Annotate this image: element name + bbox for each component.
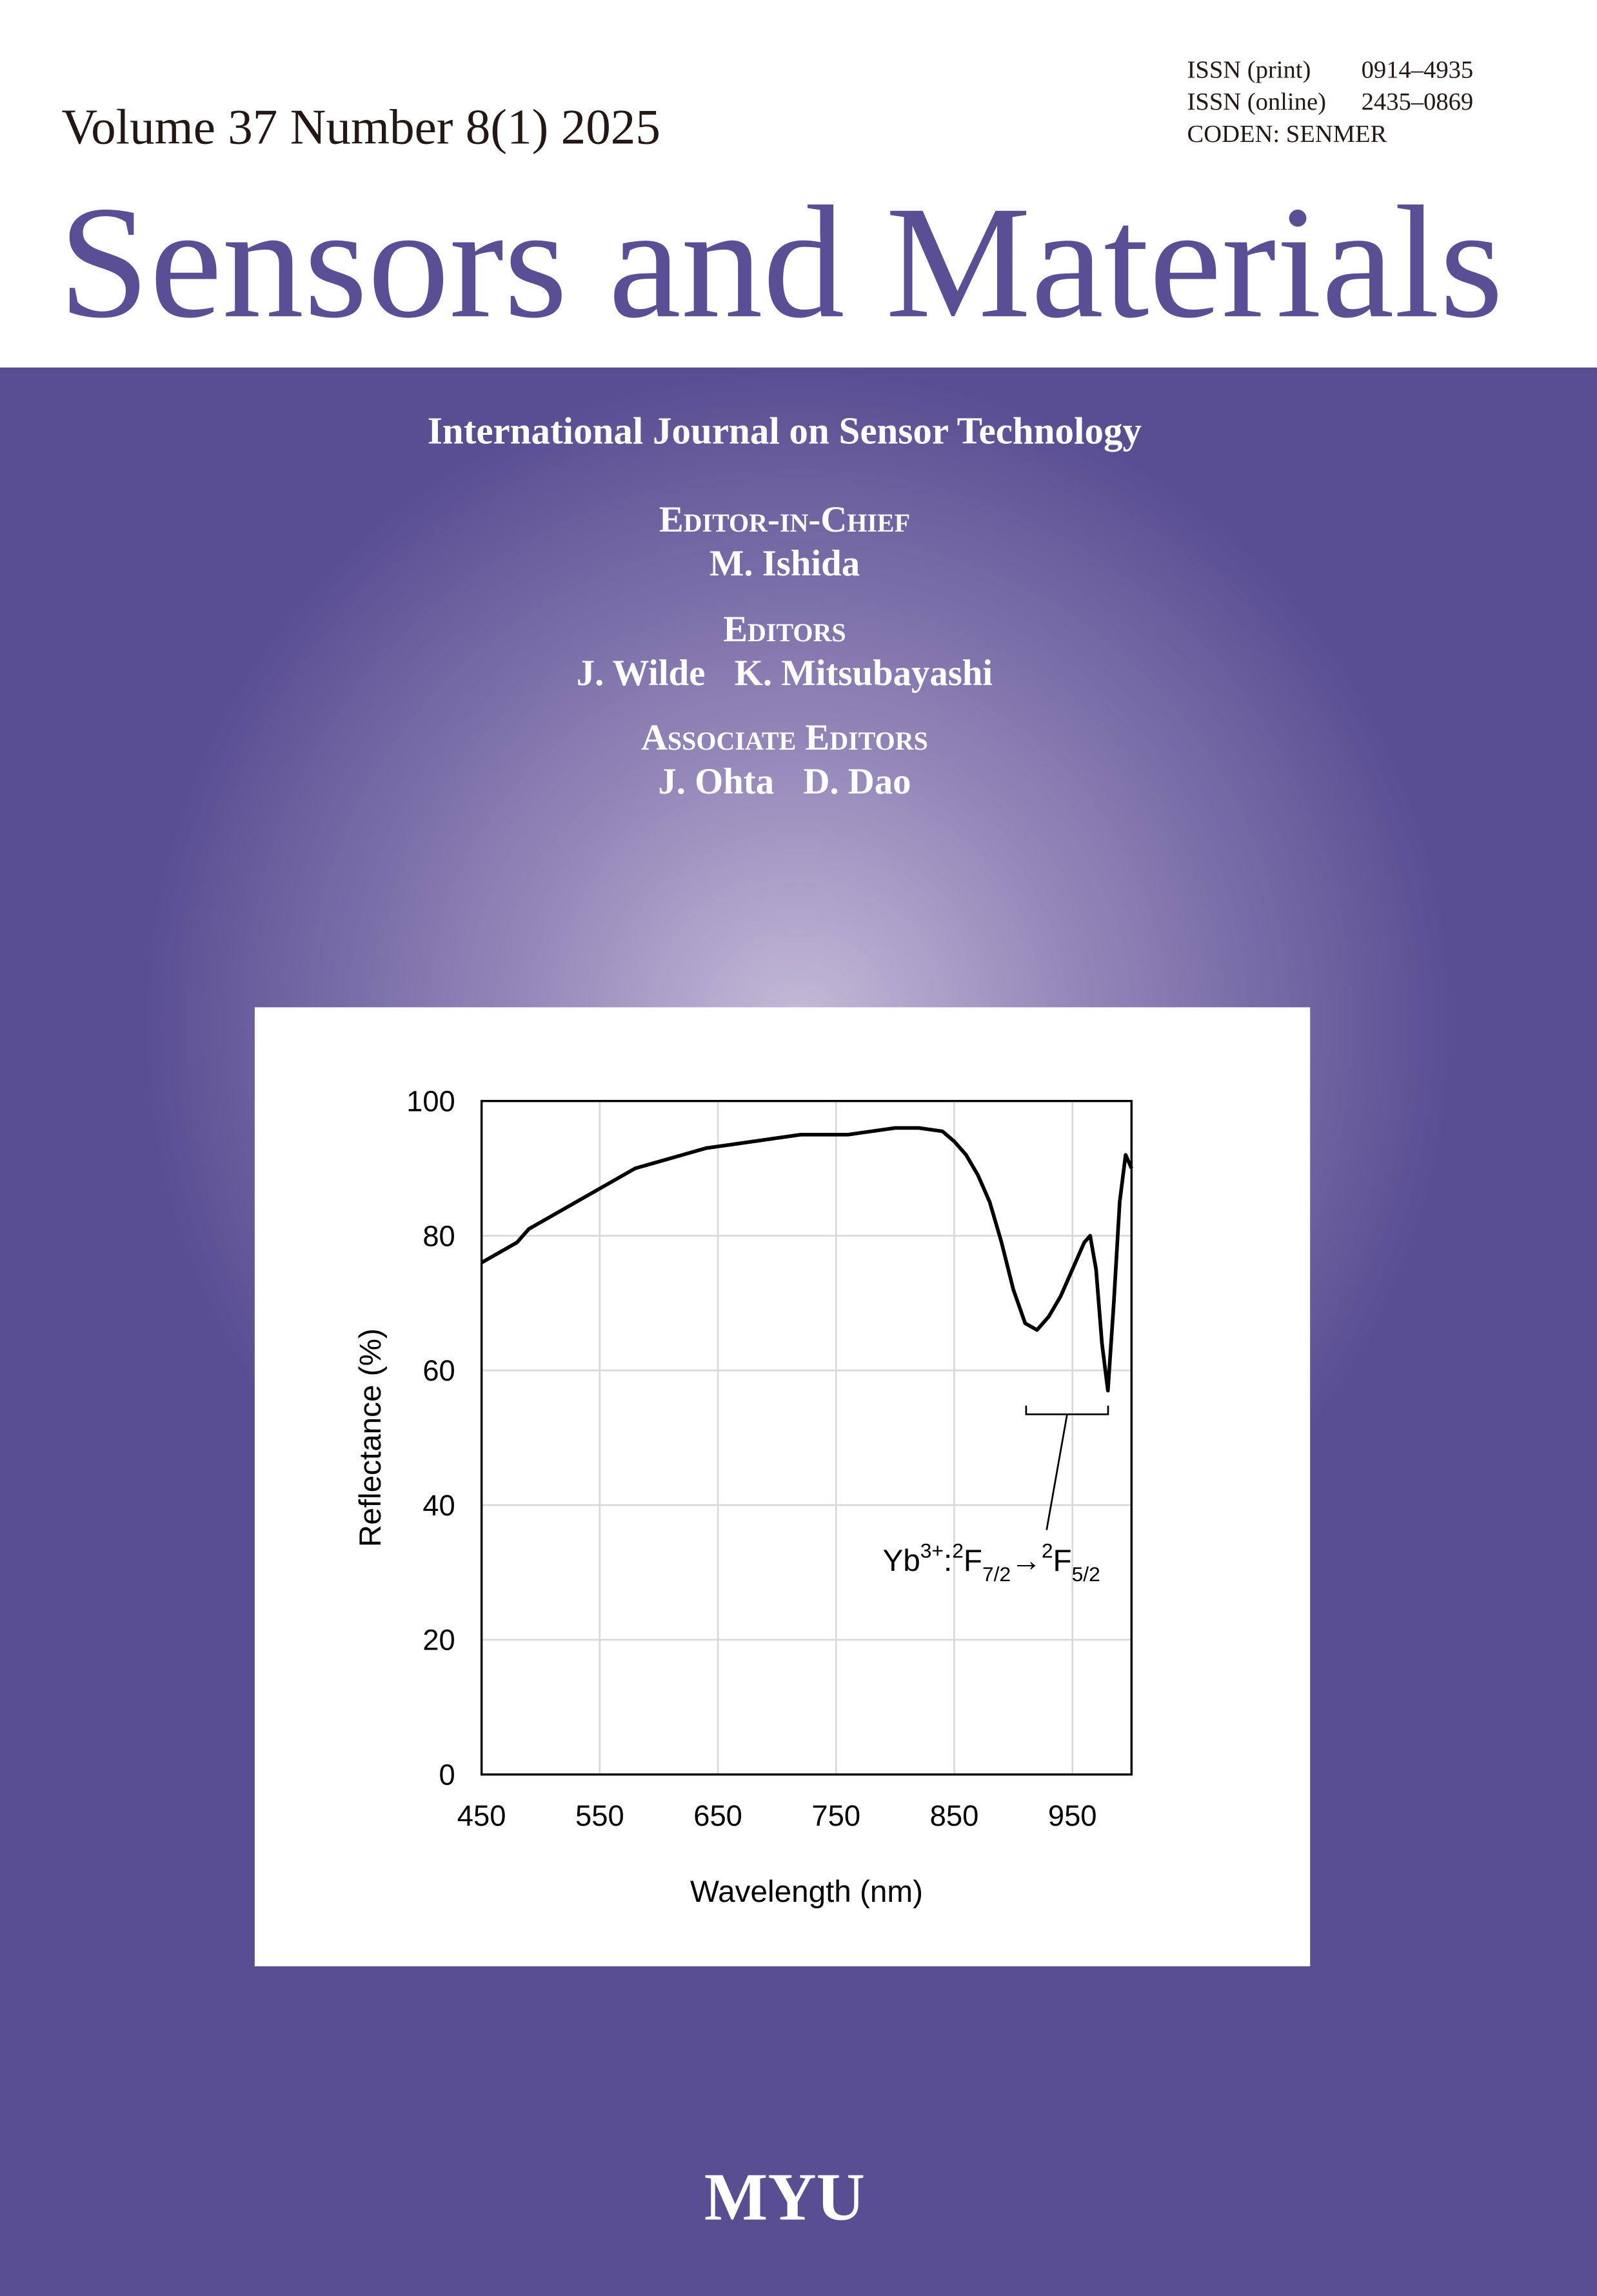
x-tick-label: 450 [457, 1799, 506, 1832]
annotation-part: F [1053, 1544, 1072, 1578]
y-tick-label: 100 [406, 1085, 455, 1118]
chart-panel [254, 1007, 1311, 1966]
annotation-part: 2 [952, 1539, 964, 1562]
board-names: J. Ohta D. Dao [658, 761, 911, 802]
annotation-bracket [1025, 1405, 1109, 1530]
annotation-part: Yb [882, 1544, 920, 1578]
y-tick-label: 60 [422, 1354, 455, 1387]
board-name: K. Mitsubayashi [735, 653, 993, 694]
annotation-part: 5/2 [1072, 1562, 1100, 1586]
annotation-part: 7/2 [982, 1562, 1011, 1586]
data-line [481, 1126, 1133, 1393]
annotation: Yb3+:2F7/2→2F5/2 [882, 1539, 1100, 1586]
x-tick-label: 550 [575, 1799, 624, 1832]
volume: Volume 37 Number 8(1) 2025 [61, 99, 660, 154]
annotation-part: 2 [1042, 1539, 1053, 1562]
annotation-part: 3+ [920, 1539, 944, 1562]
y-tick-label: 40 [422, 1489, 455, 1522]
y-tick-label: 20 [422, 1624, 455, 1657]
identifier-label: ISSN (print) [1187, 56, 1311, 83]
subtitle: International Journal on Sensor Technolo… [428, 410, 1142, 452]
header-band [0, 0, 1597, 368]
board-names: M. Ishida [709, 543, 860, 584]
x-axis-title: Wavelength (nm) [690, 1875, 923, 1909]
chart: 0 20 40 60 80 100 450 550 650 750 850 950 Wavelength… [353, 1085, 1133, 1909]
board-names: J. Wilde K. Mitsubayashi [577, 653, 993, 694]
annotation-part: : [944, 1544, 952, 1578]
board-name: J. Ohta [658, 761, 774, 802]
x-tick-label: 950 [1048, 1799, 1097, 1832]
board-name: M. Ishida [709, 543, 860, 584]
identifier-label: CODEN: SENMER [1187, 121, 1387, 148]
y-tick-label: 0 [439, 1758, 455, 1791]
board-name: J. Wilde [577, 653, 706, 694]
x-tick-label: 650 [693, 1799, 742, 1832]
board-role: Editor-in-Chief [659, 499, 910, 540]
board-role: Editors [723, 609, 846, 650]
y-axis-title: Reflectance (%) [353, 1328, 388, 1547]
y-tick-label: 80 [422, 1219, 455, 1252]
identifier-value: 0914–4935 [1362, 56, 1474, 83]
identifier-value: 2435–0869 [1362, 88, 1474, 115]
journal-title: Sensors and Materials [59, 173, 1503, 351]
x-tick-label: 750 [811, 1799, 860, 1832]
x-tick-label: 850 [930, 1799, 979, 1832]
board-name: D. Dao [803, 761, 911, 802]
annotation-part: → [1011, 1544, 1042, 1578]
publisher: MYU [704, 2160, 865, 2235]
identifier-label: ISSN (online) [1187, 88, 1326, 115]
plot-frame [480, 1099, 1133, 1776]
annotation-part: F [964, 1544, 982, 1578]
board-role: Associate Editors [641, 717, 928, 758]
